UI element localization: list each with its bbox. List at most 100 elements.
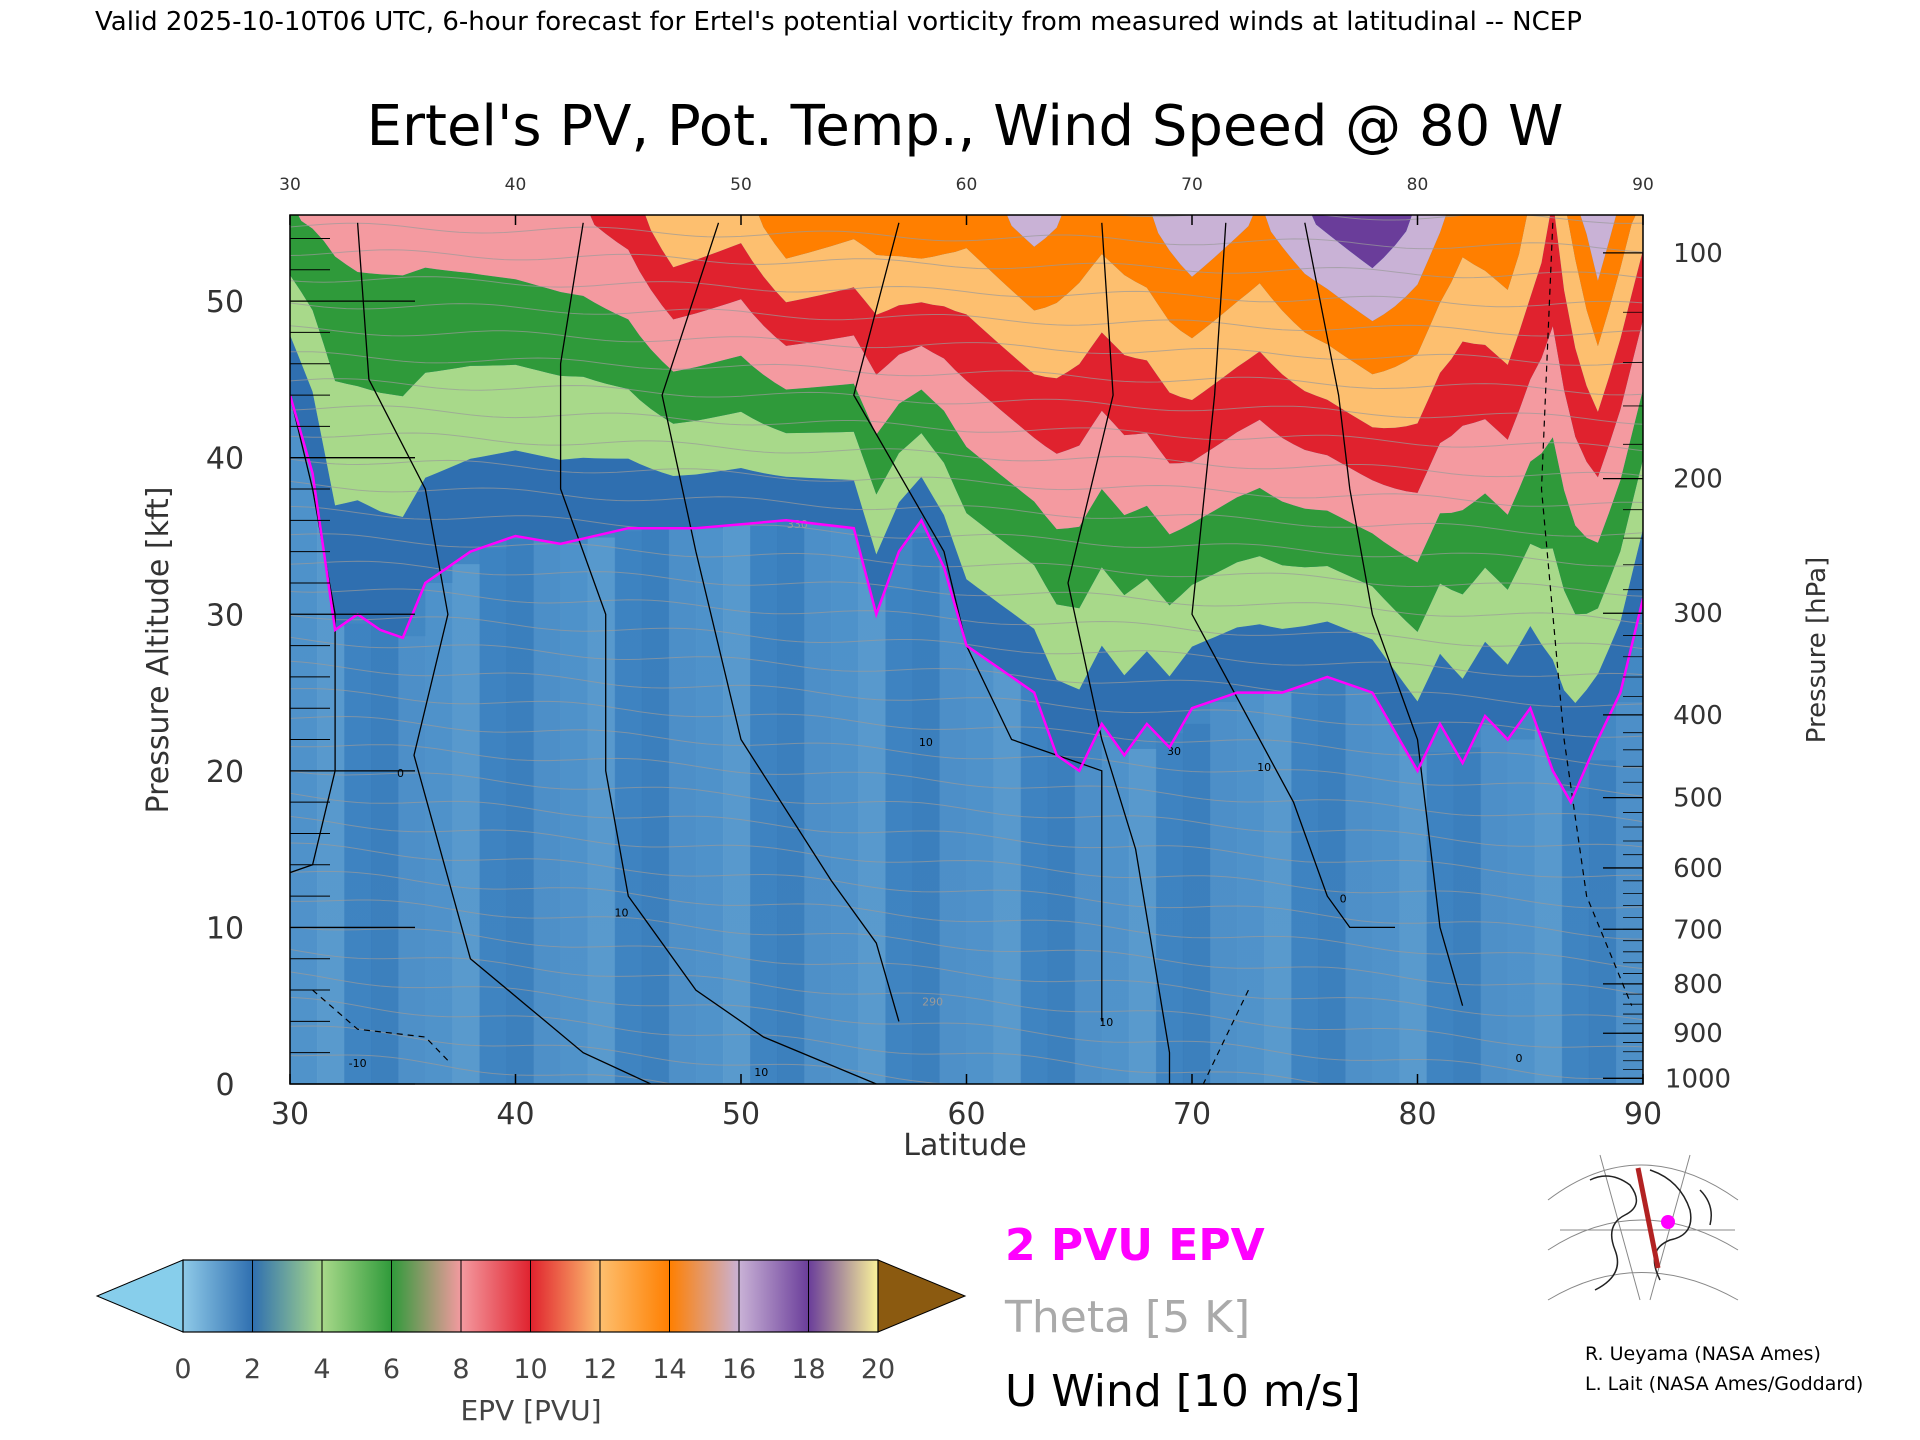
theta-contour — [290, 1025, 1047, 1084]
trop-streak — [885, 589, 913, 1084]
trop-streak — [1426, 752, 1455, 1084]
theta-contour — [290, 378, 1643, 425]
pressure-tick-label: 900 — [1673, 1019, 1723, 1049]
y-tick-label: 30 — [206, 598, 244, 633]
x-axis-label: Latitude — [903, 1128, 1026, 1163]
epv-band — [290, 335, 1643, 792]
wind-contour-negative — [1540, 222, 1633, 1006]
y-tick-label: 10 — [206, 911, 244, 946]
y-axis-label-right: Pressure [hPa] — [1802, 557, 1832, 744]
pressure-tick-label: 500 — [1673, 784, 1723, 814]
trop-streak — [831, 525, 859, 1084]
trop-streak — [1453, 747, 1482, 1084]
colorbar-tick-label: 4 — [313, 1354, 330, 1385]
colorbar-segment — [322, 1260, 392, 1332]
trop-streak — [1588, 760, 1617, 1084]
colorbar-frame — [182, 1259, 879, 1333]
colorbar-segment — [669, 1260, 740, 1332]
x-tick-label: 60 — [947, 1097, 985, 1132]
credit-line-1: R. Ueyama (NASA Ames) — [1585, 1343, 1821, 1365]
x-tick-label: 80 — [1398, 1097, 1436, 1132]
trop-streak — [1020, 683, 1049, 1084]
x-tick-label: 90 — [1624, 1097, 1662, 1132]
theta-contour — [290, 899, 1643, 996]
colorbar-tick-label: 6 — [383, 1354, 400, 1385]
x-tick-label-top: 70 — [1181, 175, 1203, 195]
theta-contour — [290, 715, 1643, 797]
epv-band — [590, 215, 1643, 493]
contour-label: 30 — [1167, 745, 1181, 758]
colorbar-segment — [391, 1260, 462, 1332]
trop-streak — [1128, 748, 1157, 1084]
colorbar-segment — [530, 1260, 601, 1332]
theta-contour — [290, 588, 1643, 650]
epv-band — [645, 215, 1643, 429]
tropopause-2pvu-line — [290, 394, 1643, 805]
x-tick-label-top: 80 — [1407, 175, 1429, 195]
x-tick-label-top: 40 — [505, 175, 527, 195]
theta-contour — [290, 770, 1643, 848]
theta-contour — [290, 870, 1643, 970]
colorbar-under-arrow — [95, 1259, 184, 1333]
trop-streak — [506, 539, 535, 1084]
map-graticule — [1547, 1154, 1739, 1301]
wind-contour — [290, 394, 336, 874]
colorbar-tick-label: 14 — [652, 1354, 686, 1385]
contour-label: 10 — [614, 906, 628, 919]
pressure-tick-label: 100 — [1673, 239, 1723, 269]
colorbar-segment — [739, 1260, 809, 1332]
trop-streak — [452, 564, 480, 1084]
trop-streak — [641, 528, 670, 1084]
legend-epv: 2 PVU EPV — [1005, 1220, 1265, 1271]
y-axis-right: 100 200 300 400 500 600 700 800 900 1000 — [1603, 239, 1731, 1094]
theta-contour — [290, 432, 1643, 478]
pressure-tick-label: 300 — [1673, 599, 1723, 629]
trop-streak — [1047, 730, 1076, 1084]
trop-streak — [1480, 725, 1509, 1084]
trop-streak — [1507, 739, 1536, 1084]
pressure-tick-label: 400 — [1673, 701, 1723, 731]
x-tick-label-top: 90 — [1632, 175, 1654, 195]
theta-contour — [290, 276, 1643, 308]
colorbar-segment — [461, 1260, 531, 1332]
troposphere-streaks — [290, 395, 1643, 1084]
theta-contour — [290, 744, 1643, 823]
wind-contour — [853, 222, 1103, 1022]
trop-streak — [398, 636, 426, 1084]
y-tick-label: 50 — [206, 285, 244, 320]
colorbar-over-arrow — [877, 1259, 967, 1333]
wind-contour — [356, 222, 652, 1084]
y-tick-label: 40 — [206, 442, 244, 477]
trop-streak — [722, 525, 751, 1084]
epv-band — [290, 275, 1643, 703]
theta-contour — [290, 815, 1643, 909]
theta-contour — [290, 480, 1643, 537]
y-tick-label: 20 — [206, 755, 244, 790]
theta-contour — [290, 405, 1643, 452]
theta-contour — [290, 792, 1643, 878]
theta-contour — [290, 660, 1643, 738]
wind-contour — [559, 222, 877, 1084]
trop-streak — [1237, 692, 1265, 1084]
pressure-tick-label: 700 — [1673, 915, 1723, 945]
legend-theta: Theta [5 K] — [1004, 1292, 1250, 1343]
pressure-tick-label: 200 — [1673, 465, 1723, 495]
contour-label: 0 — [1515, 1052, 1522, 1065]
contour-label: 10 — [1257, 761, 1271, 774]
trop-streak — [1264, 692, 1292, 1084]
trop-streak — [344, 623, 372, 1084]
trop-streak — [371, 623, 399, 1084]
colorbar-tick-label: 12 — [583, 1354, 617, 1385]
trop-streak — [1345, 683, 1373, 1084]
theta-contour — [290, 971, 1643, 1080]
trop-streak — [912, 532, 940, 1084]
theta-contour — [290, 636, 1643, 708]
trop-streak — [695, 528, 724, 1084]
epv-band — [758, 215, 1636, 375]
theta-contour — [290, 505, 1643, 567]
trop-streak — [1074, 767, 1103, 1084]
colorbar-tick-label: 16 — [722, 1354, 756, 1385]
contour-label: 290 — [922, 996, 943, 1009]
colorbar-segment — [252, 1260, 323, 1332]
